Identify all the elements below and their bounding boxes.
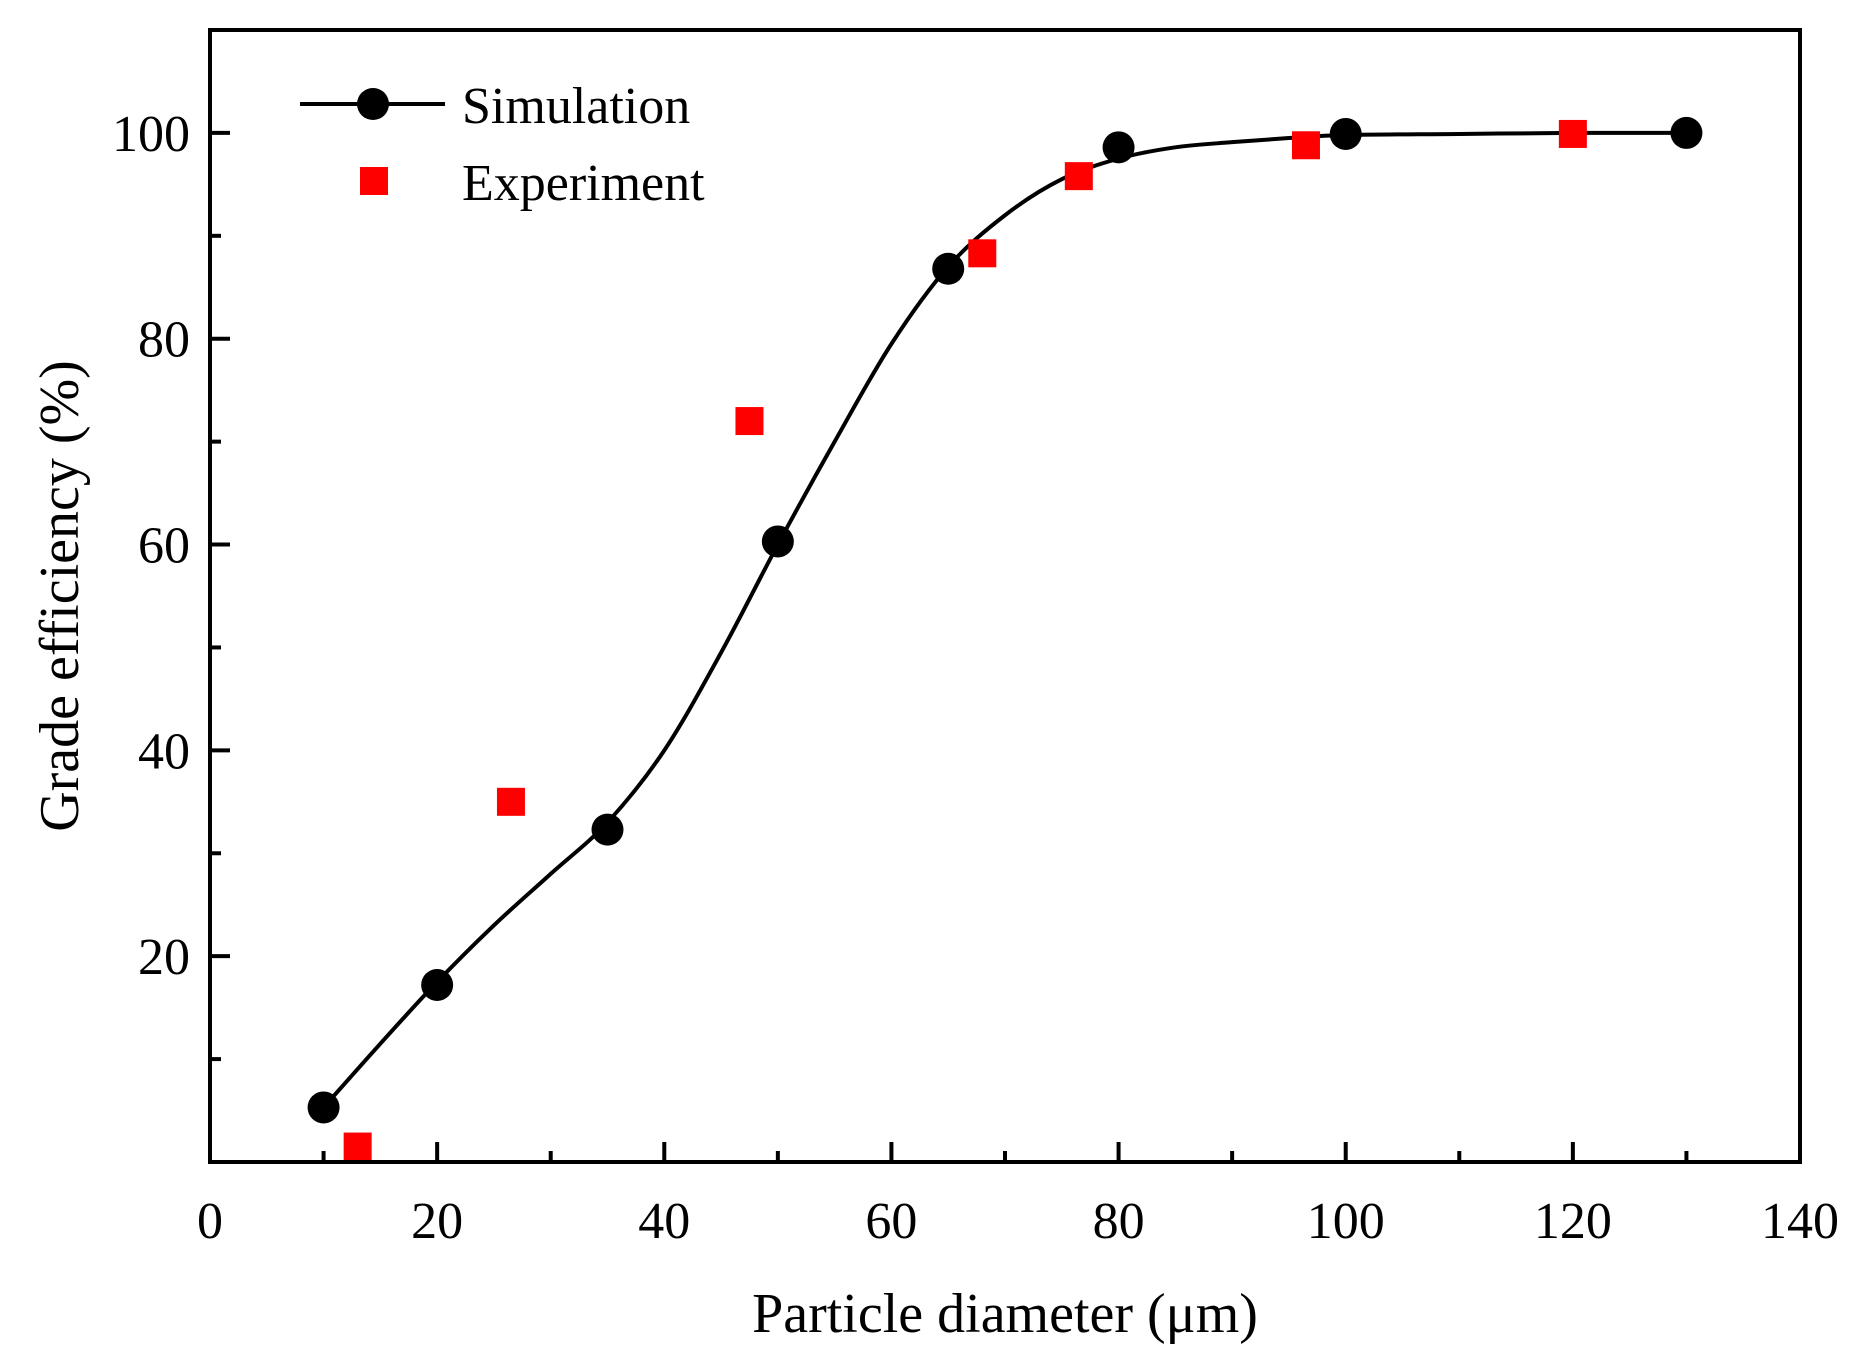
y-axis-ticks: 20 40 60 80 100 — [112, 106, 230, 1062]
x-tick-label: 40 — [638, 1193, 690, 1250]
y-tick-label: 40 — [138, 723, 190, 780]
experiment-point — [968, 239, 997, 268]
legend-simulation-label: Simulation — [462, 78, 690, 135]
simulation-point — [1102, 131, 1135, 164]
y-tick-label: 20 — [138, 929, 190, 986]
y-tick-label: 60 — [138, 518, 190, 575]
simulation-fit-line — [322, 130, 1687, 1109]
experiment-point — [735, 407, 764, 436]
experiment-point — [1064, 162, 1093, 191]
experiment-point — [1291, 131, 1320, 160]
simulation-point — [1670, 116, 1703, 149]
x-tick-label: 60 — [865, 1193, 917, 1250]
legend: Simulation Experiment — [300, 78, 705, 212]
y-tick-label: 100 — [112, 106, 190, 163]
experiment-point — [1558, 119, 1587, 148]
simulation-point — [1329, 117, 1362, 150]
legend-simulation-marker — [357, 88, 389, 120]
y-tick-label: 80 — [138, 312, 190, 369]
experiment-point — [343, 1132, 372, 1161]
x-tick-label: 80 — [1093, 1193, 1145, 1250]
legend-experiment-label: Experiment — [462, 155, 705, 212]
experiment-point — [496, 787, 525, 816]
x-tick-label: 120 — [1534, 1193, 1612, 1250]
x-axis-ticks: 0 20 40 60 80 100 120 140 — [197, 1142, 1839, 1250]
simulation-point — [761, 525, 794, 558]
x-tick-label: 20 — [411, 1193, 463, 1250]
simulation-point — [932, 252, 965, 285]
y-axis-label: Grade efficiency (%) — [29, 360, 91, 832]
x-tick-label: 0 — [197, 1193, 223, 1250]
plot-layer — [307, 116, 1703, 1161]
x-tick-label: 100 — [1307, 1193, 1385, 1250]
legend-experiment-marker — [360, 167, 388, 195]
x-axis-label: Particle diameter (μm) — [752, 1283, 1258, 1345]
x-tick-label: 140 — [1761, 1193, 1839, 1250]
simulation-point — [591, 813, 624, 846]
simulation-point — [307, 1091, 340, 1124]
simulation-point — [421, 968, 454, 1001]
